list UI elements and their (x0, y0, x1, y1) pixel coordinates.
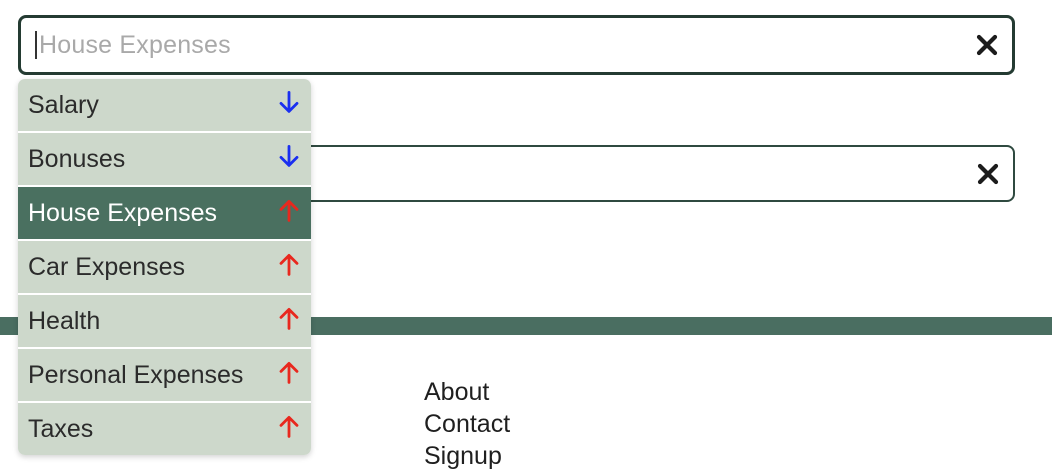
footer-links: About Contact Signup (424, 376, 510, 472)
arrow-up-icon (279, 361, 299, 384)
arrow-up-icon (279, 307, 299, 330)
footer-link-signup[interactable]: Signup (424, 442, 502, 470)
dropdown-option-label: Car Expenses (28, 252, 186, 281)
footer-link-contact[interactable]: Contact (424, 410, 511, 438)
dropdown-option[interactable]: House Expenses (18, 187, 311, 239)
arrow-down-icon (279, 144, 299, 167)
dropdown-option[interactable]: Car Expenses (18, 241, 311, 293)
arrow-up-icon (279, 415, 299, 438)
dropdown-option[interactable]: Bonuses (18, 133, 311, 185)
arrow-up-icon (279, 253, 299, 276)
dropdown-option[interactable]: Taxes (18, 403, 311, 455)
text-caret (35, 31, 37, 59)
dropdown-option-label: Taxes (28, 414, 94, 443)
close-icon[interactable] (976, 162, 1000, 186)
footer-link-about[interactable]: About (424, 378, 490, 406)
dropdown-option-label: Salary (28, 90, 99, 119)
dropdown-option[interactable]: Salary (18, 79, 311, 131)
close-icon[interactable] (975, 33, 999, 57)
arrow-down-icon (279, 91, 299, 113)
category-dropdown-menu: Salary Bonuses House Expenses Car Expenses H… (18, 79, 311, 455)
category-input-value: House Expenses (39, 30, 231, 59)
dropdown-option-label: Health (28, 306, 101, 335)
category-select[interactable]: House Expenses (18, 15, 1015, 75)
arrow-up-icon (279, 199, 299, 222)
dropdown-option-label: House Expenses (28, 198, 218, 227)
category-input[interactable]: House Expenses (35, 18, 231, 72)
dropdown-option-label: Personal Expenses (28, 360, 244, 389)
dropdown-option[interactable]: Health (18, 295, 311, 347)
dropdown-option[interactable]: Personal Expenses (18, 349, 311, 401)
dropdown-option-label: Bonuses (28, 144, 126, 173)
